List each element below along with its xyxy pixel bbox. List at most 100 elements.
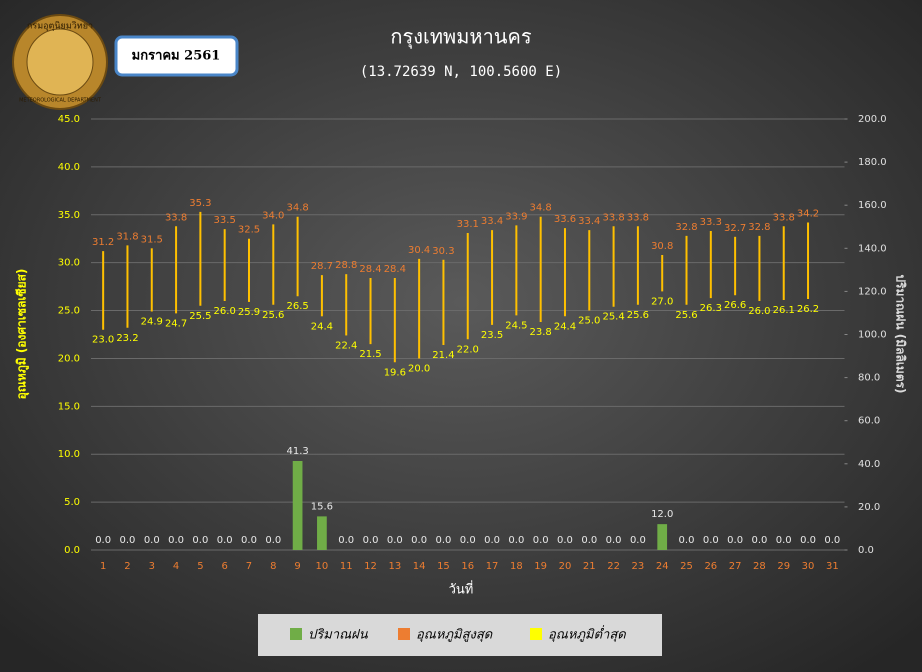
- rain-value-label: 0.0: [95, 535, 111, 546]
- x-tick-label: 29: [777, 561, 790, 572]
- rain-value-label: 0.0: [824, 535, 840, 546]
- rain-bar: [292, 460, 303, 550]
- rain-value-label: 0.0: [363, 535, 379, 546]
- x-tick-label: 24: [656, 561, 669, 572]
- x-tick-label: 16: [461, 561, 474, 572]
- min-value-label: 25.6: [627, 310, 649, 321]
- x-tick-label: 25: [680, 561, 693, 572]
- y-tick-label: 20.0: [58, 353, 80, 364]
- rain-value-label: 0.0: [776, 535, 792, 546]
- x-tick-label: 21: [583, 561, 596, 572]
- y2-tick-label: 120.0: [858, 286, 887, 297]
- x-tick-label: 6: [221, 561, 227, 572]
- min-value-label: 23.8: [530, 327, 552, 338]
- min-value-label: 25.9: [238, 307, 260, 318]
- x-tick-label: 26: [704, 561, 717, 572]
- x-tick-label: 31: [826, 561, 839, 572]
- x-tick-label: 14: [413, 561, 426, 572]
- max-value-label: 28.8: [335, 260, 357, 271]
- max-value-label: 32.5: [238, 225, 260, 236]
- x-tick-label: 17: [486, 561, 499, 572]
- max-value-label: 28.4: [359, 264, 381, 275]
- y2-tick-label: 0.0: [858, 545, 874, 556]
- min-value-label: 24.5: [505, 320, 527, 331]
- x-tick-label: 22: [607, 561, 620, 572]
- x-axis-label: วันที่: [449, 581, 474, 598]
- legend-swatch: [530, 628, 542, 640]
- rain-value-label: 0.0: [338, 535, 354, 546]
- min-value-label: 21.5: [359, 349, 381, 360]
- x-tick-label: 9: [294, 561, 300, 572]
- rain-value-label: 12.0: [651, 509, 673, 520]
- max-value-label: 31.5: [141, 234, 163, 245]
- min-value-label: 23.2: [116, 333, 138, 344]
- y-tick-label: 15.0: [58, 401, 80, 412]
- rain-value-label: 0.0: [800, 535, 816, 546]
- rain-value-label: 0.0: [533, 535, 549, 546]
- x-tick-label: 8: [270, 561, 276, 572]
- max-value-label: 28.4: [384, 264, 406, 275]
- rain-value-label: 0.0: [241, 535, 257, 546]
- y-tick-label: 30.0: [58, 258, 80, 269]
- y2-axis-label: ปริมาณฝน (มิลลิเมตร): [894, 274, 908, 393]
- rain-value-label: 0.0: [192, 535, 208, 546]
- max-value-label: 33.8: [602, 212, 624, 223]
- max-value-label: 34.8: [286, 203, 308, 214]
- min-value-label: 24.9: [141, 317, 163, 328]
- logo-top-text: กรมอุตุนิยมวิทยา: [27, 21, 93, 32]
- min-value-label: 26.5: [286, 301, 308, 312]
- y2-tick-label: 160.0: [858, 200, 887, 211]
- rain-value-label: 0.0: [508, 535, 524, 546]
- rain-value-label: 0.0: [484, 535, 500, 546]
- legend-label: ปริมาณฝน: [308, 628, 369, 643]
- y-axis-label: อุณหภูมิ (องศาเซลเซียส): [15, 269, 30, 400]
- max-value-label: 32.8: [675, 222, 697, 233]
- rain-value-label: 0.0: [387, 535, 403, 546]
- max-value-label: 33.3: [700, 217, 722, 228]
- x-tick-label: 3: [149, 561, 155, 572]
- min-value-label: 20.0: [408, 363, 430, 374]
- min-value-label: 23.5: [481, 330, 503, 341]
- x-tick-label: 27: [729, 561, 742, 572]
- min-value-label: 23.0: [92, 335, 114, 346]
- y-tick-label: 5.0: [64, 497, 80, 508]
- rain-value-label: 15.6: [311, 501, 333, 512]
- max-value-label: 30.3: [432, 246, 454, 257]
- min-value-label: 19.6: [384, 367, 406, 378]
- rain-value-label: 0.0: [168, 535, 184, 546]
- max-value-label: 33.8: [165, 212, 187, 223]
- chart-title: กรุงเทพมหานคร: [390, 25, 531, 50]
- max-value-label: 33.6: [554, 214, 576, 225]
- y-tick-label: 40.0: [58, 162, 80, 173]
- y-tick-label: 35.0: [58, 210, 80, 221]
- min-value-label: 26.6: [724, 300, 746, 311]
- legend-label: อุณหภูมิต่ำสุด: [548, 625, 626, 643]
- legend-swatch: [398, 628, 410, 640]
- rain-value-label: 0.0: [606, 535, 622, 546]
- y2-tick-label: 200.0: [858, 114, 887, 125]
- max-value-label: 31.2: [92, 237, 114, 248]
- min-value-label: 25.5: [189, 311, 211, 322]
- max-value-label: 33.5: [214, 215, 236, 226]
- y-tick-label: 0.0: [64, 545, 80, 556]
- x-tick-label: 2: [124, 561, 130, 572]
- min-value-label: 21.4: [432, 350, 454, 361]
- x-tick-label: 28: [753, 561, 766, 572]
- max-value-label: 30.4: [408, 245, 430, 256]
- month-box: [114, 35, 239, 77]
- max-value-label: 31.8: [116, 231, 138, 242]
- rain-value-label: 0.0: [581, 535, 597, 546]
- max-value-label: 34.0: [262, 210, 284, 221]
- x-tick-label: 4: [173, 561, 179, 572]
- max-value-label: 33.4: [481, 216, 503, 227]
- rain-value-label: 0.0: [727, 535, 743, 546]
- min-value-label: 22.0: [457, 344, 479, 355]
- min-value-label: 25.4: [602, 312, 624, 323]
- x-tick-label: 13: [388, 561, 401, 572]
- legend-label: อุณหภูมิสูงสุด: [416, 628, 493, 643]
- min-value-label: 24.4: [311, 321, 333, 332]
- max-value-label: 32.7: [724, 223, 746, 234]
- min-value-label: 25.6: [675, 310, 697, 321]
- max-value-label: 34.2: [797, 208, 819, 219]
- rain-value-label: 0.0: [679, 535, 695, 546]
